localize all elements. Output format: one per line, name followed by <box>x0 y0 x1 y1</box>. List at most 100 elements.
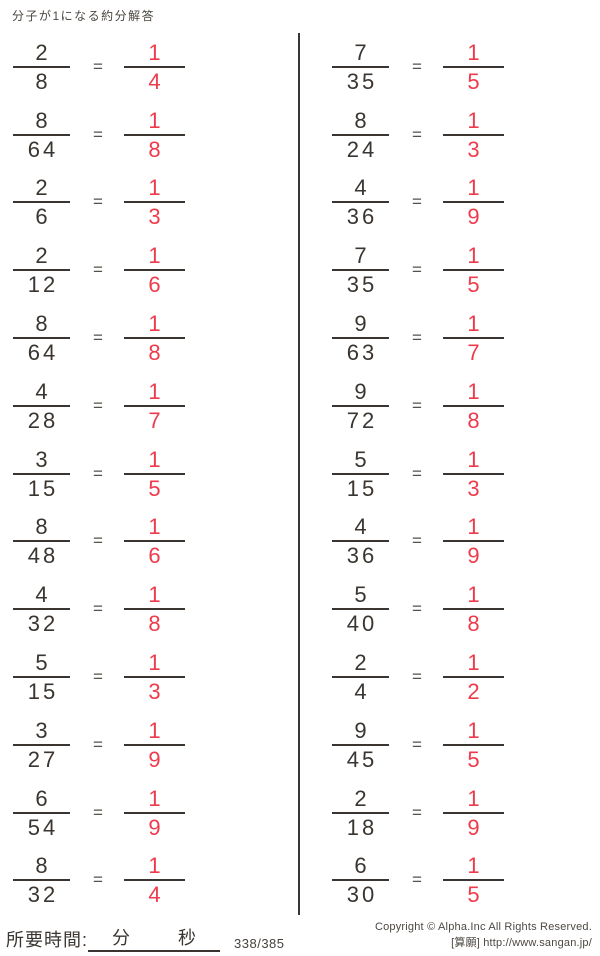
answer-numerator: 1 <box>148 514 164 540</box>
fraction-bar <box>13 337 70 340</box>
time-fill-in-line: 分 秒 <box>88 924 221 952</box>
equals-sign: = <box>93 56 103 76</box>
answer-denominator: 4 <box>148 882 164 908</box>
problem-fraction: 2 12 <box>13 244 70 296</box>
fraction-bar <box>443 879 504 882</box>
problem-numerator: 7 <box>354 39 370 65</box>
fraction-bar <box>13 133 70 136</box>
fraction-bar <box>332 201 389 204</box>
problem-denominator: 36 <box>346 543 378 569</box>
answer-numerator: 1 <box>148 243 164 269</box>
answer-denominator: 8 <box>148 611 164 637</box>
problem-fraction: 9 63 <box>332 312 389 364</box>
fraction-bar <box>443 337 504 340</box>
problem-denominator: 40 <box>346 611 378 637</box>
problem-numerator: 8 <box>35 311 51 337</box>
problem-row: 9 72 = 1 8 <box>332 372 600 440</box>
problem-numerator: 2 <box>35 243 51 269</box>
answer-denominator: 3 <box>148 204 164 230</box>
problem-numerator: 4 <box>354 514 370 540</box>
problem-denominator: 32 <box>27 611 59 637</box>
answer-numerator: 1 <box>467 378 483 404</box>
equals-sign: = <box>93 734 103 754</box>
problem-denominator: 4 <box>354 679 370 705</box>
problem-denominator: 72 <box>346 407 378 433</box>
answer-numerator: 1 <box>467 582 483 608</box>
equals-sign: = <box>412 124 422 144</box>
fraction-bar <box>13 879 70 882</box>
fraction-bar <box>443 743 504 746</box>
answer-denominator: 5 <box>467 68 483 94</box>
fraction-bar <box>443 676 504 679</box>
problem-numerator: 2 <box>354 785 370 811</box>
equals-sign: = <box>93 192 103 212</box>
fraction-bar <box>124 269 185 272</box>
equals-sign: = <box>412 192 422 212</box>
problem-fraction: 9 72 <box>332 380 389 432</box>
answer-numerator: 1 <box>148 175 164 201</box>
problem-numerator: 5 <box>354 446 370 472</box>
equals-sign: = <box>93 328 103 348</box>
problem-row: 5 15 = 1 3 <box>13 643 298 711</box>
answer-numerator: 1 <box>148 39 164 65</box>
answer-numerator: 1 <box>148 582 164 608</box>
answer-numerator: 1 <box>467 785 483 811</box>
problem-row: 9 63 = 1 7 <box>332 304 600 372</box>
problem-numerator: 9 <box>354 311 370 337</box>
answer-denominator: 3 <box>467 475 483 501</box>
fraction-bar <box>443 133 504 136</box>
problems-column-left: 2 8 = 1 4 8 64 = 1 8 2 6 = 1 3 2 12 = 1 6 8 64 = 1 8 4 28 = 1 7 3 15 = 1 5… <box>0 33 298 915</box>
fraction-bar <box>332 879 389 882</box>
fraction-bar <box>443 201 504 204</box>
equals-sign: = <box>93 124 103 144</box>
problems-area: 2 8 = 1 4 8 64 = 1 8 2 6 = 1 3 2 12 = 1 6 8 64 = 1 8 4 28 = 1 7 3 15 = 1 5… <box>0 33 600 915</box>
problem-row: 2 4 = 1 2 <box>332 643 600 711</box>
problem-fraction: 8 64 <box>13 109 70 161</box>
equals-sign: = <box>412 395 422 415</box>
problem-fraction: 4 36 <box>332 515 389 567</box>
problem-numerator: 6 <box>35 785 51 811</box>
problem-row: 5 40 = 1 8 <box>332 575 600 643</box>
fraction-bar <box>124 879 185 882</box>
fraction-bar <box>13 472 70 475</box>
problem-row: 2 12 = 1 6 <box>13 236 298 304</box>
problem-numerator: 3 <box>35 717 51 743</box>
fraction-bar <box>443 811 504 814</box>
problem-fraction: 4 28 <box>13 380 70 432</box>
answer-numerator: 1 <box>467 514 483 540</box>
equals-sign: = <box>93 463 103 483</box>
answer-denominator: 5 <box>467 882 483 908</box>
problem-row: 7 35 = 1 5 <box>332 33 600 101</box>
problem-numerator: 8 <box>35 853 51 879</box>
problem-row: 8 24 = 1 3 <box>332 101 600 169</box>
time-required-section: 所要時間: 分 秒 338/385 <box>6 924 285 952</box>
problem-denominator: 15 <box>27 679 59 705</box>
problem-numerator: 5 <box>354 582 370 608</box>
problem-denominator: 32 <box>27 882 59 908</box>
problem-denominator: 54 <box>27 814 59 840</box>
equals-sign: = <box>412 734 422 754</box>
fraction-bar <box>332 133 389 136</box>
answer-numerator: 1 <box>467 446 483 472</box>
answer-denominator: 5 <box>467 746 483 772</box>
problem-row: 4 36 = 1 9 <box>332 169 600 237</box>
problem-row: 7 35 = 1 5 <box>332 236 600 304</box>
equals-sign: = <box>93 870 103 890</box>
problem-fraction: 2 18 <box>332 787 389 839</box>
problem-row: 6 30 = 1 5 <box>332 847 600 915</box>
fraction-bar <box>443 472 504 475</box>
problem-fraction: 6 54 <box>13 787 70 839</box>
answer-denominator: 6 <box>148 543 164 569</box>
problem-fraction: 4 36 <box>332 176 389 228</box>
answer-denominator: 5 <box>148 475 164 501</box>
